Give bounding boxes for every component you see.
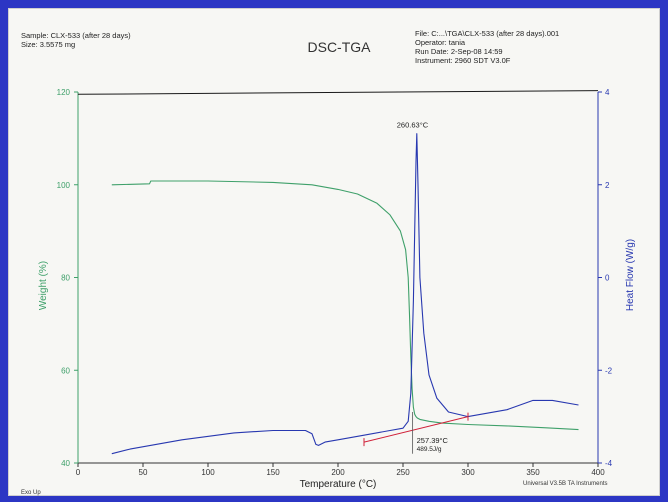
run-date-line: Run Date: 2-Sep-08 14:59 xyxy=(415,47,503,56)
x-tick-label: 150 xyxy=(266,468,280,477)
x-tick-label: 50 xyxy=(139,468,148,477)
file-line: File: C:...\TGA\CLX-533 (after 28 days).… xyxy=(415,29,560,38)
sample-line: Sample: CLX-533 (after 28 days) xyxy=(21,31,131,40)
x-tick-label: 400 xyxy=(591,468,605,477)
y-axis-title: Weight (%) xyxy=(38,261,49,310)
y-tick-label: 120 xyxy=(57,88,71,97)
exo-up-label: Exo Up xyxy=(21,490,41,496)
run-info: File: C:...\TGA\CLX-533 (after 28 days).… xyxy=(415,29,559,65)
heat-flow-curve xyxy=(111,133,579,455)
instrument-line: Instrument: 2960 SDT V3.0F xyxy=(415,56,511,65)
x-tick-label: 250 xyxy=(396,468,410,477)
operator-line: Operator: tania xyxy=(415,38,466,47)
report-sheet xyxy=(8,8,660,496)
x-tick-label: 0 xyxy=(76,468,81,477)
y2-tick-label: -2 xyxy=(605,366,613,375)
x-tick-label: 100 xyxy=(201,468,215,477)
weight-curve xyxy=(111,180,579,431)
reference-line xyxy=(77,90,599,95)
onset-temperature-label: 257.39°C xyxy=(417,436,449,445)
x-tick-label: 300 xyxy=(461,468,475,477)
chart-title: DSC-TGA xyxy=(307,39,371,55)
x-tick-label: 350 xyxy=(526,468,540,477)
sample-info: Sample: CLX-533 (after 28 days) Size: 3.… xyxy=(21,31,131,49)
x-axis-title: Temperature (°C) xyxy=(300,479,377,490)
enthalpy-label: 489.5J/g xyxy=(417,446,442,453)
y2-axis-title: Heat Flow (W/g) xyxy=(625,239,636,311)
size-line: Size: 3.5575 mg xyxy=(21,40,76,49)
y-tick-label: 100 xyxy=(57,181,71,190)
y2-tick-label: 4 xyxy=(605,88,610,97)
y2-tick-label: 0 xyxy=(605,274,610,283)
integration-baseline xyxy=(363,416,469,443)
peak-temperature-label: 260.63°C xyxy=(397,121,429,130)
y-tick-label: 60 xyxy=(61,366,70,375)
y2-tick-label: 2 xyxy=(605,181,610,190)
x-tick-label: 200 xyxy=(331,468,345,477)
y2-tick-label: -4 xyxy=(605,459,613,468)
y-tick-label: 80 xyxy=(61,274,70,283)
software-label: Universal V3.5B TA Instruments xyxy=(523,481,608,487)
y-tick-label: 40 xyxy=(61,459,70,468)
